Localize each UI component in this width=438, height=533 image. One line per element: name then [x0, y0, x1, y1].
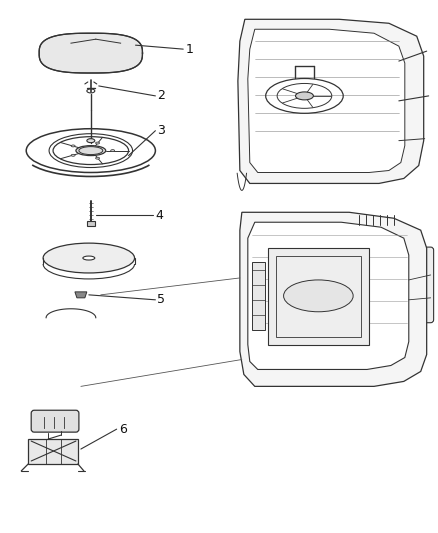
Ellipse shape — [71, 154, 75, 156]
Ellipse shape — [76, 146, 106, 156]
FancyBboxPatch shape — [406, 247, 434, 322]
Polygon shape — [268, 248, 369, 345]
Polygon shape — [75, 292, 87, 298]
Ellipse shape — [95, 142, 99, 144]
Ellipse shape — [83, 256, 95, 260]
Polygon shape — [28, 439, 78, 464]
Text: 2: 2 — [157, 90, 165, 102]
Polygon shape — [39, 33, 142, 73]
Ellipse shape — [296, 92, 314, 100]
Polygon shape — [240, 212, 427, 386]
Ellipse shape — [95, 157, 99, 159]
FancyBboxPatch shape — [31, 410, 79, 432]
Polygon shape — [238, 19, 424, 183]
Text: 3: 3 — [157, 124, 165, 137]
Ellipse shape — [87, 139, 95, 143]
Text: 4: 4 — [155, 209, 163, 222]
Polygon shape — [248, 222, 409, 369]
Text: 1: 1 — [185, 43, 193, 55]
Ellipse shape — [43, 243, 134, 273]
Text: 5: 5 — [157, 293, 166, 306]
Ellipse shape — [283, 280, 353, 312]
Polygon shape — [248, 29, 405, 173]
Ellipse shape — [111, 150, 115, 151]
Polygon shape — [252, 262, 265, 330]
Ellipse shape — [71, 145, 75, 147]
Polygon shape — [87, 221, 95, 226]
Text: 6: 6 — [119, 423, 127, 435]
